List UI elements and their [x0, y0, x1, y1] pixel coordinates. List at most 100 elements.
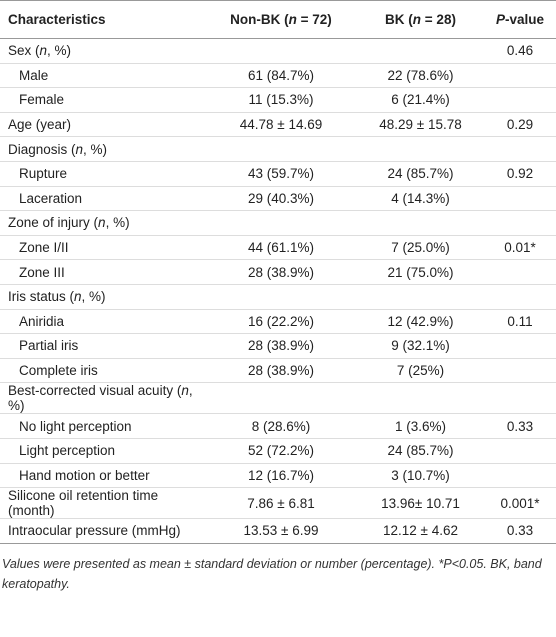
row-label: Female — [0, 87, 205, 113]
cell — [484, 87, 556, 113]
row-label: No light perception — [0, 413, 205, 439]
text-segment: n — [412, 12, 422, 27]
cell: 7 (25.0%) — [357, 235, 484, 261]
text-segment: Male — [19, 67, 49, 83]
cell — [357, 382, 484, 415]
header-cell: BK (n = 28) — [357, 0, 484, 39]
text-segment: Sex ( — [8, 43, 40, 59]
cell: 24 (85.7%) — [357, 438, 484, 464]
text-segment: Iris status ( — [8, 289, 75, 305]
text-segment: Complete iris — [19, 363, 98, 379]
cell — [484, 259, 556, 285]
text-segment: Rupture — [19, 166, 68, 182]
text-segment: n — [181, 383, 189, 399]
cell — [357, 38, 484, 64]
cell — [484, 358, 556, 384]
table-row: Female 11 (15.3%) 6 (21.4%) — [0, 87, 556, 113]
text-segment: Zone I/II — [19, 240, 69, 256]
text-segment: Light perception — [19, 443, 116, 459]
text-segment: n — [74, 289, 82, 305]
text-segment: Hand motion or better — [19, 467, 150, 483]
text-segment: n — [288, 12, 297, 27]
table-row: Intraocular pressure (mmHg) 13.53 ± 6.99 1… — [0, 518, 556, 544]
table-row: No light perception 8 (28.6%) 1 (3.6%) 0.33 — [0, 413, 556, 439]
cell — [205, 284, 357, 310]
table-row: Zone III 28 (38.9%) 21 (75.0%) — [0, 259, 556, 285]
cell: 0.29 — [484, 112, 556, 138]
text-segment: Intraocular pressure (mmHg) — [8, 523, 181, 539]
text-segment: n — [98, 215, 106, 231]
cell — [484, 284, 556, 310]
table-row: Complete iris 28 (38.9%) 7 (25%) — [0, 358, 556, 384]
text-segment: No light perception — [19, 418, 132, 434]
text-segment: Partial iris — [19, 338, 79, 354]
cell: 11 (15.3%) — [205, 87, 357, 113]
cell: 16 (22.2%) — [205, 309, 357, 335]
cell — [484, 136, 556, 162]
table-row: Silicone oil retention time (month) 7.86 … — [0, 487, 556, 520]
table-row: Iris status (n, %) — [0, 284, 556, 310]
cell: 13.53 ± 6.99 — [205, 518, 357, 544]
header-row: Characteristics Non-BK (n = 72) BK (n = 28… — [0, 0, 556, 39]
table-row: Light perception 52 (72.2%) 24 (85.7%) — [0, 438, 556, 464]
row-label: Aniridia — [0, 309, 205, 335]
cell: 0.01* — [484, 235, 556, 261]
text-segment: n — [75, 141, 84, 157]
row-label: Iris status (n, %) — [0, 284, 205, 310]
table-row: Best-corrected visual acuity (n, %) — [0, 382, 556, 415]
row-label: Hand motion or better — [0, 463, 205, 489]
table-row: Diagnosis (n, %) — [0, 136, 556, 162]
table-row: Rupture 43 (59.7%) 24 (85.7%) 0.92 — [0, 161, 556, 187]
cell: 12 (42.9%) — [357, 309, 484, 335]
row-label: Male — [0, 63, 205, 89]
row-label: Zone I/II — [0, 235, 205, 261]
cell: 6 (21.4%) — [357, 87, 484, 113]
cell — [484, 438, 556, 464]
text-segment: Diagnosis ( — [8, 141, 76, 157]
text-segment: Laceration — [19, 190, 83, 206]
table-row: Zone of injury (n, %) — [0, 210, 556, 236]
cell: 0.46 — [484, 38, 556, 64]
cell — [484, 186, 556, 212]
row-label: Partial iris — [0, 333, 205, 359]
cell: 44.78 ± 14.69 — [205, 112, 357, 138]
table-row: Hand motion or better 12 (16.7%) 3 (10.7%) — [0, 463, 556, 489]
text-segment: = 72) — [296, 12, 332, 27]
cell: 8 (28.6%) — [205, 413, 357, 439]
cell: 22 (78.6%) — [357, 63, 484, 89]
cell — [484, 63, 556, 89]
cell: 12.12 ± 4.62 — [357, 518, 484, 544]
footnote: Values were presented as mean ± standard… — [2, 556, 542, 591]
cell: 0.001* — [484, 487, 556, 520]
cell: 0.33 — [484, 413, 556, 439]
row-label: Zone III — [0, 259, 205, 285]
text-segment: , %) — [47, 43, 72, 59]
row-label: Complete iris — [0, 358, 205, 384]
text-segment: -value — [504, 12, 545, 27]
cell: 52 (72.2%) — [205, 438, 357, 464]
row-label: Diagnosis (n, %) — [0, 136, 205, 162]
text-segment: , %) — [83, 141, 108, 157]
table-row: Age (year) 44.78 ± 14.69 48.29 ± 15.78 0.29 — [0, 112, 556, 138]
cell: 0.92 — [484, 161, 556, 187]
cell: 43 (59.7%) — [205, 161, 357, 187]
cell — [205, 38, 357, 64]
text-segment: Zone III — [19, 264, 65, 280]
text-segment: Female — [19, 92, 65, 108]
cell — [205, 136, 357, 162]
text-segment: n — [39, 43, 48, 59]
cell — [357, 284, 484, 310]
row-label: Light perception — [0, 438, 205, 464]
header-cell: Non-BK (n = 72) — [205, 0, 357, 39]
table-row: Aniridia 16 (22.2%) 12 (42.9%) 0.11 — [0, 309, 556, 335]
table-row: Partial iris 28 (38.9%) 9 (32.1%) — [0, 333, 556, 359]
cell: 28 (38.9%) — [205, 333, 357, 359]
data-table: Characteristics Non-BK (n = 72) BK (n = 28… — [0, 0, 556, 544]
cell: 7.86 ± 6.81 — [205, 487, 357, 520]
cell: 61 (84.7%) — [205, 63, 357, 89]
text-segment: Best-corrected visual acuity ( — [8, 383, 182, 399]
cell: 21 (75.0%) — [357, 259, 484, 285]
table-row: Sex (n, %) 0.46 — [0, 38, 556, 64]
text-segment: BK ( — [385, 12, 413, 27]
